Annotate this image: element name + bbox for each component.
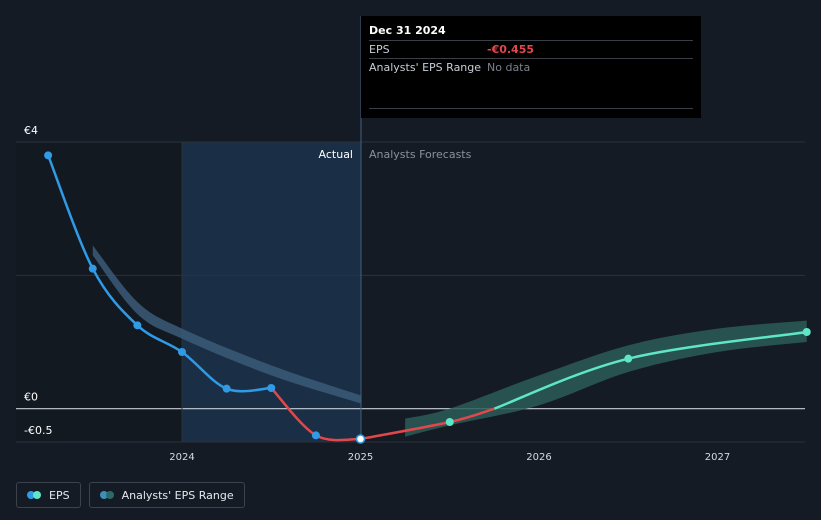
past-shade: [16, 142, 182, 442]
tooltip: Dec 31 2024 EPS -€0.455 Analysts' EPS Ra…: [361, 16, 701, 118]
tooltip-date: Dec 31 2024: [369, 24, 446, 37]
eps-point-actual-6[interactable]: [311, 431, 320, 440]
eps-point-actual-3[interactable]: [178, 348, 186, 356]
actual-label: Actual: [319, 148, 353, 161]
eps-point-forecast-3[interactable]: [624, 354, 633, 363]
eps-point-actual-2[interactable]: [133, 321, 142, 330]
range-band-past: [92, 245, 361, 404]
forecast-label: Analysts Forecasts: [369, 148, 472, 161]
highlight-band: [182, 142, 361, 442]
tooltip-divider: [369, 108, 693, 109]
range-swatch-dot-past: [99, 491, 108, 499]
eps-point-actual-7[interactable]: [355, 434, 366, 444]
eps-points: [44, 151, 811, 444]
tooltip-row-eps: EPS -€0.455: [369, 40, 693, 58]
tooltip-eps-label: EPS: [369, 43, 390, 56]
range-swatch-icon: [99, 491, 114, 499]
legend-range[interactable]: Analysts' EPS Range: [88, 482, 245, 508]
x-axis-ticks: 2024 2025 2026 2027: [169, 452, 730, 463]
x-tick-label-2024: 2024: [169, 452, 194, 463]
y-tick-label-2: -€0.5: [24, 424, 52, 437]
legend-eps[interactable]: EPS: [16, 482, 81, 508]
x-tick-label-2026: 2026: [526, 452, 551, 463]
x-tick-label-2027: 2027: [705, 452, 730, 463]
legend-eps-label: EPS: [49, 488, 70, 502]
range-band-forecast: [405, 320, 807, 437]
eps-swatch-icon: [27, 491, 41, 499]
y-axis-ticks: €4 €0 -€0.5: [24, 124, 52, 437]
eps-point-forecast-4[interactable]: [802, 328, 811, 336]
eps-point-actual-5[interactable]: [267, 384, 276, 392]
tooltip-range-value: No data: [487, 61, 531, 74]
eps-point-actual-0[interactable]: [44, 151, 53, 160]
range-swatch-dot-forecast: [105, 491, 114, 499]
eps-point-actual-1[interactable]: [88, 264, 97, 273]
tooltip-eps-value: -€0.455: [487, 43, 535, 56]
analyst-eps-ranges: [92, 245, 807, 437]
y-tick-label-0: €4: [24, 124, 38, 137]
eps-swatch-dot-forecast: [33, 491, 41, 499]
eps-swatch-dot-actual: [27, 491, 35, 499]
tooltip-row-range: Analysts' EPS Range No data: [369, 58, 693, 76]
y-tick-label-1: €0: [24, 391, 38, 404]
x-tick-label-2025: 2025: [348, 452, 373, 463]
tooltip-range-label: Analysts' EPS Range: [369, 61, 482, 74]
legend-range-label: Analysts' EPS Range: [121, 488, 234, 502]
eps-point-forecast-1[interactable]: [445, 418, 454, 426]
eps-point-actual-4[interactable]: [222, 384, 231, 393]
legend: EPS Analysts' EPS Range: [16, 482, 245, 508]
